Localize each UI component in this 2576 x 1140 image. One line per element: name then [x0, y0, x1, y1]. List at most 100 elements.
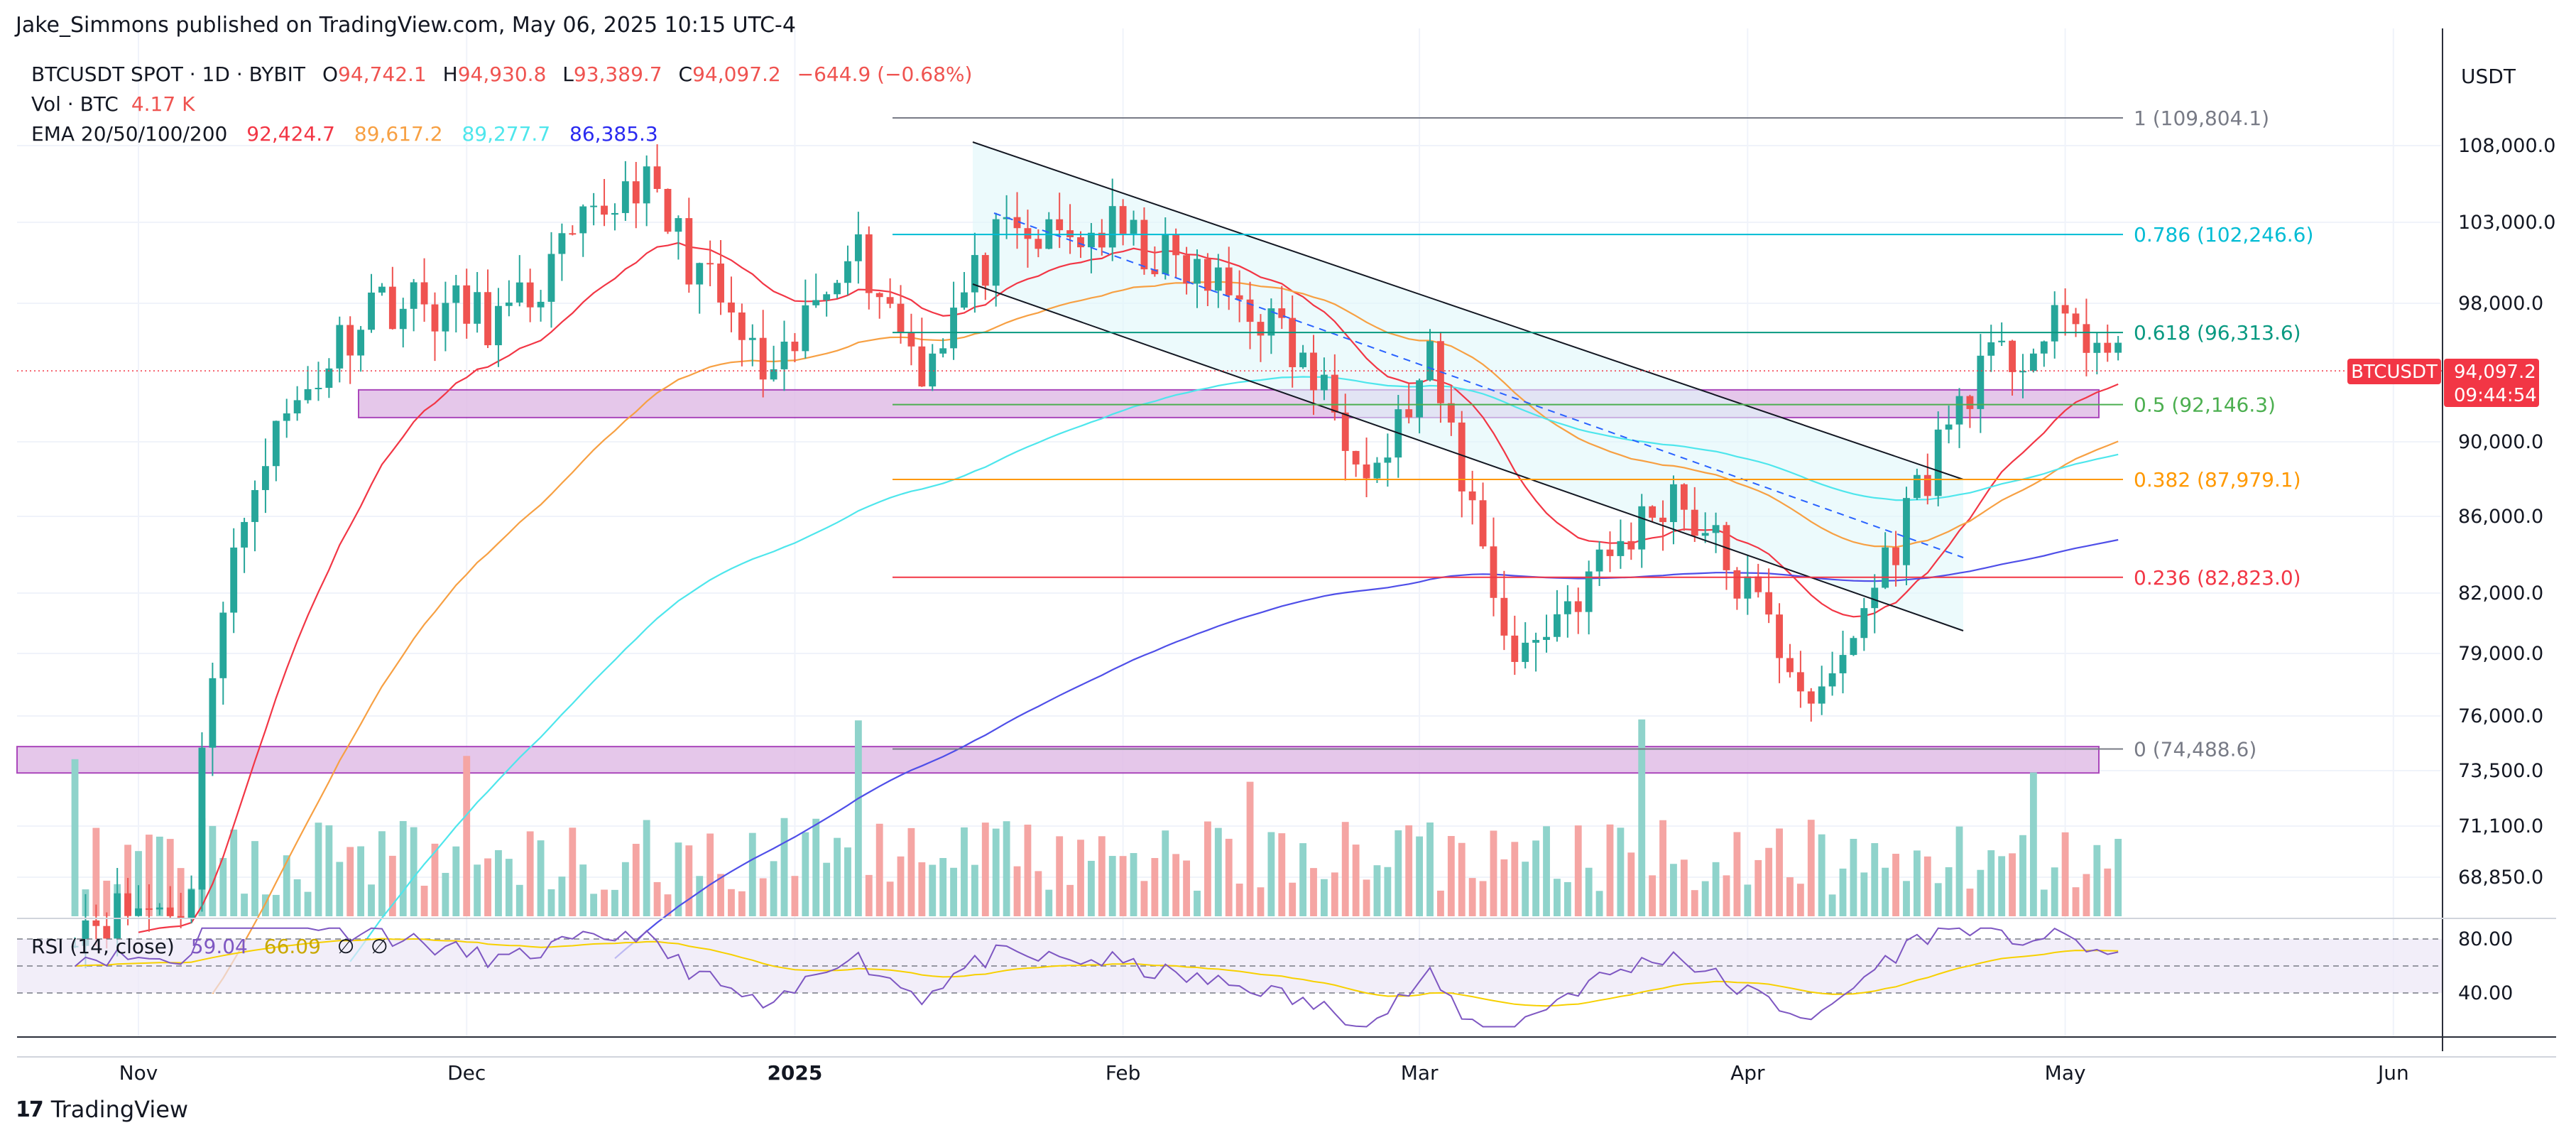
candle-body [918, 346, 926, 387]
volume-bar [1595, 891, 1603, 916]
candle-body [621, 181, 629, 213]
volume-bar [431, 843, 439, 916]
rsi-ma-line [75, 938, 2119, 1007]
symbol-line: BTCUSDT SPOT · 1D · BYBIT [31, 63, 306, 86]
candle-body [1416, 380, 1424, 418]
candle-body [410, 282, 417, 309]
volume-bar [1194, 891, 1201, 916]
candle-body [2009, 340, 2016, 372]
fib-levels: 1 (109,804.1) 0.786 (102,246.6) 0.618 (96,… [893, 107, 2313, 761]
candle-body [251, 489, 258, 522]
volume-bar [1828, 894, 1836, 916]
volume-bar [1871, 843, 1879, 916]
fib-label: 0.236 (82,823.0) [2134, 566, 2301, 590]
candle-body [886, 297, 894, 304]
footer-brand[interactable]: 17 TradingView [16, 1096, 188, 1123]
candle-body [474, 292, 481, 324]
volume-bar [1278, 833, 1286, 916]
candle-body [2061, 305, 2069, 314]
candle-body [1267, 308, 1275, 336]
candle-body [2029, 353, 2037, 371]
volume-bar [71, 759, 79, 916]
volume-bar [1341, 822, 1349, 916]
candle-body [547, 254, 555, 302]
candle-body [1077, 237, 1084, 248]
volume-bar [155, 836, 163, 916]
volume-bar [315, 823, 322, 916]
candle-body [1554, 614, 1561, 637]
volume-bar [463, 756, 471, 916]
candle-body [1585, 571, 1593, 612]
volume-bar [135, 851, 142, 916]
candle-body [1013, 217, 1021, 229]
candle-body [1670, 484, 1677, 523]
volume-bar [495, 849, 502, 916]
candle-body [1087, 232, 1095, 248]
candle-body [1807, 691, 1815, 704]
candle-body [728, 302, 735, 313]
candle-body [1998, 340, 2006, 342]
volume-bar [357, 846, 365, 916]
volume-bar [632, 844, 640, 916]
candle-body [1490, 546, 1497, 598]
volume-bar [1045, 889, 1053, 916]
candle-body [1246, 299, 1254, 322]
volume-bar [2019, 835, 2026, 916]
candle-body [1776, 614, 1783, 658]
volume-bar [1522, 862, 1529, 916]
candle-body [1701, 533, 1709, 536]
volume-bar [664, 894, 672, 916]
candle-body [1500, 597, 1508, 636]
volume-bar [685, 845, 693, 916]
candle-body [854, 234, 862, 261]
fib-label: 0 (74,488.6) [2134, 738, 2256, 761]
volume-bar [526, 831, 534, 916]
candle-body [1691, 509, 1698, 536]
candle-body [643, 166, 650, 204]
candle-body [368, 292, 375, 330]
volume-bar [1892, 854, 1899, 916]
volume-bar [1945, 867, 1953, 916]
time-axis-label: Mar [1401, 1061, 1439, 1085]
candle-body [706, 263, 714, 265]
price-axis-label: 79,000.0 [2458, 643, 2543, 665]
candle-body [971, 255, 978, 293]
candle-body [2114, 342, 2122, 353]
volume-bar [1077, 840, 1084, 916]
volume-bar [272, 894, 280, 916]
candle-body [1172, 234, 1180, 256]
candle-body [717, 264, 724, 303]
volume-bar [399, 820, 407, 916]
candle-body [1468, 491, 1476, 501]
volume-bar [791, 876, 799, 916]
volume-bar [886, 881, 894, 916]
volume-bar [834, 837, 841, 916]
candle-body [177, 916, 185, 918]
volume-bar [1712, 862, 1720, 916]
candle-body [1796, 672, 1804, 692]
volume-bar [346, 847, 354, 916]
candle-body [103, 925, 111, 939]
volume-bar [1903, 881, 1910, 916]
volume-bar [1395, 830, 1402, 916]
volume-bar [950, 867, 957, 916]
ohlc-values: O94,742.1 H94,930.8 L93,389.7 C94,097.2 … [322, 63, 972, 86]
candle-body [1310, 352, 1317, 391]
candle-body [325, 368, 333, 388]
volume-bar [1680, 859, 1688, 916]
volume-bar [1479, 881, 1487, 916]
volume-bar [452, 846, 460, 916]
volume-bar [1320, 879, 1328, 916]
candle-body [1977, 355, 1985, 409]
candle-body [1871, 587, 1879, 609]
ema-line [138, 241, 2119, 933]
badge-price: 94,097.2 [2454, 362, 2536, 383]
badge-symbol: BTCUSDT [2351, 362, 2438, 383]
volume-bar [1204, 821, 1211, 916]
price-axis-label: 86,000.0 [2458, 506, 2543, 528]
volume-bar [590, 894, 598, 916]
volume-bar [2104, 868, 2112, 916]
candle-body [209, 678, 217, 748]
candle-body [420, 282, 428, 305]
